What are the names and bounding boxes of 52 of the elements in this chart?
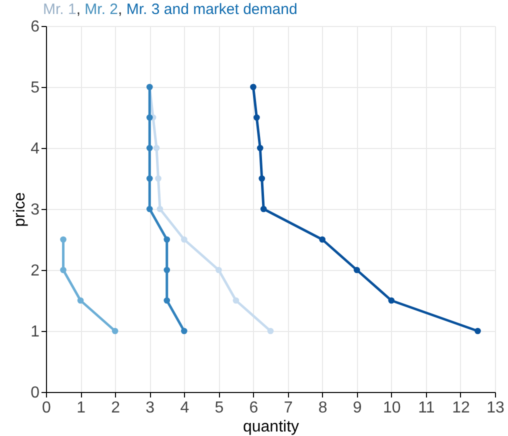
point bbox=[256, 144, 264, 152]
point bbox=[254, 114, 260, 121]
y-tick-label: 4 bbox=[30, 140, 40, 158]
point bbox=[164, 236, 170, 243]
x-tick-label: 13 bbox=[486, 400, 504, 416]
point bbox=[146, 144, 153, 152]
x-tick-label: 6 bbox=[249, 400, 258, 416]
point bbox=[164, 297, 170, 304]
x-tick-label: 1 bbox=[76, 400, 86, 416]
x-tick-label: 11 bbox=[418, 400, 435, 416]
x-tick-label: 2 bbox=[111, 400, 120, 416]
y-tick-label: 6 bbox=[30, 18, 40, 36]
point bbox=[474, 328, 481, 334]
y-axis-title: price bbox=[12, 192, 29, 227]
point bbox=[319, 236, 326, 243]
point bbox=[77, 297, 84, 304]
point bbox=[146, 114, 153, 121]
x-tick-label: 4 bbox=[180, 400, 190, 416]
x-tick-label: 10 bbox=[382, 400, 401, 416]
point bbox=[180, 236, 188, 243]
chart-title: Mr. 1, Mr. 2, Mr. 3 and market demand bbox=[43, 1, 298, 18]
point bbox=[156, 206, 164, 212]
x-tick-label: 8 bbox=[318, 400, 328, 416]
point bbox=[153, 144, 160, 152]
x-tick-label: 5 bbox=[214, 400, 224, 416]
y-tick-label: 0 bbox=[30, 384, 40, 402]
point bbox=[354, 266, 360, 274]
x-tick-label: 0 bbox=[42, 400, 52, 416]
point bbox=[216, 266, 222, 274]
point bbox=[267, 328, 274, 334]
point bbox=[146, 175, 153, 182]
point bbox=[60, 236, 66, 243]
point bbox=[180, 328, 188, 334]
point bbox=[164, 266, 170, 274]
x-axis-title: quantity bbox=[242, 418, 300, 436]
point bbox=[388, 297, 395, 304]
point bbox=[250, 84, 256, 90]
x-tick-label: 3 bbox=[146, 400, 155, 416]
point bbox=[112, 328, 118, 334]
y-tick-label: 1 bbox=[30, 324, 40, 340]
y-tick-label: 3 bbox=[30, 202, 40, 218]
point bbox=[258, 175, 266, 182]
y-tick-label: 5 bbox=[30, 80, 40, 96]
x-tick-label: 12 bbox=[452, 400, 470, 416]
x-tick-label: 9 bbox=[352, 400, 362, 416]
point bbox=[155, 175, 162, 182]
x-tick-label: 7 bbox=[284, 400, 293, 416]
point bbox=[260, 206, 267, 212]
point bbox=[146, 206, 153, 212]
point bbox=[232, 297, 240, 304]
y-tick-label: 2 bbox=[30, 262, 40, 280]
point bbox=[60, 266, 66, 274]
